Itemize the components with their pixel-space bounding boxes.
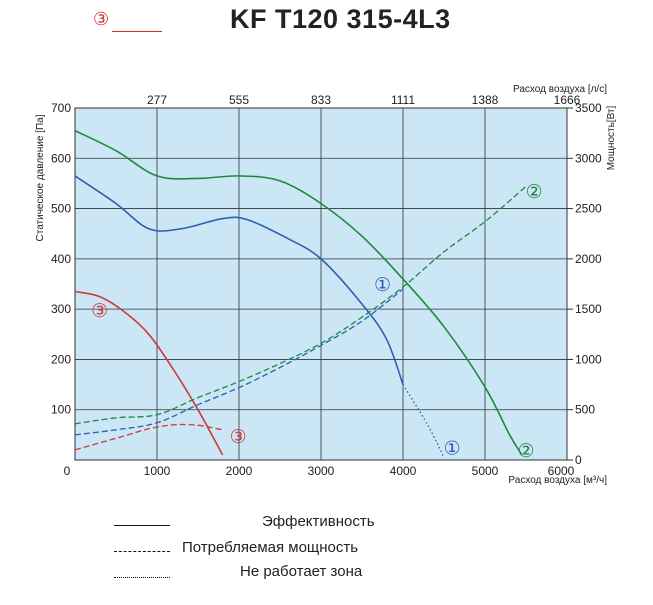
series-pressure-curve-2	[74, 129, 523, 456]
x2-tick-label: 277	[147, 93, 167, 107]
x-tick-label: 6000	[548, 464, 575, 478]
legend-dashed-swatch	[114, 551, 170, 552]
legend-dotted-swatch	[114, 577, 170, 578]
curve-marker-1: ①	[444, 437, 461, 459]
y2-tick-label: 1000	[575, 352, 602, 366]
y2-tick-label: 2500	[575, 202, 602, 216]
x2-tick-label: 1666	[554, 93, 581, 107]
x-tick-label: 2000	[226, 464, 253, 478]
x-tick-label: 3000	[308, 464, 335, 478]
x2-tick-label: 1388	[472, 93, 499, 107]
series-pressure-curve-3	[74, 290, 224, 456]
y2-axis-label: Мощность[Вт]	[606, 105, 617, 170]
y-tick-label: 600	[51, 151, 71, 165]
series-power-curve-3	[74, 423, 223, 451]
y2-tick-label: 0	[575, 453, 582, 467]
curve-marker-3: ③	[91, 300, 108, 322]
series-power-curve-1	[74, 288, 404, 436]
x-tick-label: 0	[64, 464, 71, 478]
x-tick-label: 4000	[390, 464, 417, 478]
chart-title: KF T120 315-4L3	[230, 4, 451, 34]
x-tick-label: 5000	[472, 464, 499, 478]
title-curve-marker: ③	[93, 9, 110, 29]
y2-tick-label: 3500	[575, 101, 602, 115]
legend-solid-swatch	[114, 525, 170, 526]
title-curve-marker-line	[112, 31, 162, 32]
y-tick-label: 700	[51, 101, 71, 115]
x2-tick-label: 1111	[391, 93, 415, 107]
curve-marker-2: ②	[517, 440, 534, 462]
legend-dashed-label: Потребляемая мощность	[182, 539, 359, 556]
legend-solid-label: Эффективность	[262, 513, 375, 530]
curve-marker-1: ①	[374, 274, 391, 296]
x2-tick-label: 555	[229, 93, 249, 107]
curve-marker-3: ③	[230, 426, 247, 448]
y-tick-label: 300	[51, 302, 71, 316]
y-tick-label: 100	[51, 403, 71, 417]
y-tick-label: 200	[51, 352, 71, 366]
x-axis-label: Расход воздуха [м³/ч]	[508, 475, 607, 486]
y2-tick-label: 1500	[575, 302, 602, 316]
y-tick-label: 500	[51, 202, 71, 216]
y-axis-label: Статическое давление [Па]	[35, 114, 46, 241]
y2-tick-label: 2000	[575, 252, 602, 266]
y2-tick-label: 3000	[575, 151, 602, 165]
x2-axis-label: Расход воздуха [л/с]	[513, 84, 607, 95]
y2-tick-label: 500	[575, 403, 595, 417]
y-tick-label: 400	[51, 252, 71, 266]
curve-marker-2: ②	[526, 181, 543, 203]
legend-dotted-label: Не работает зона	[240, 563, 363, 580]
series-power-curve-2	[74, 185, 527, 425]
x-tick-label: 1000	[144, 464, 171, 478]
series-pressure-curve-1	[74, 175, 404, 385]
x2-tick-label: 833	[311, 93, 331, 107]
